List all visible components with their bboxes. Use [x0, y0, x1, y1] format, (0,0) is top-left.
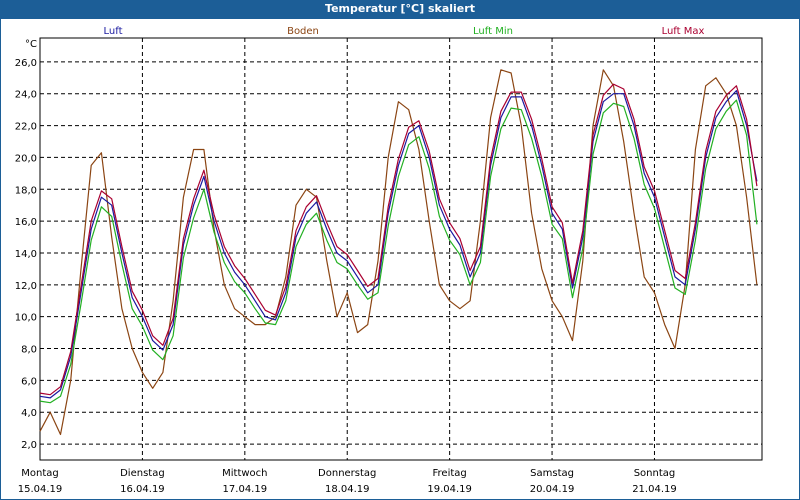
x-tick-date: 15.04.19	[18, 484, 63, 495]
y-tick-label: 12,0	[15, 281, 37, 292]
x-tick-day: Montag	[21, 468, 58, 479]
title-bar	[0, 0, 800, 19]
y-axis-unit: °C	[25, 39, 37, 50]
x-tick-date: 21.04.19	[632, 484, 677, 495]
y-tick-label: 8,0	[21, 345, 37, 356]
x-tick-date: 19.04.19	[427, 484, 472, 495]
y-tick-label: 26,0	[15, 58, 37, 69]
y-tick-label: 6,0	[21, 376, 37, 387]
x-tick-date: 17.04.19	[223, 484, 268, 495]
x-tick-day: Mittwoch	[222, 468, 267, 479]
series-line-boden	[39, 69, 758, 436]
legend-entry-luft-min: Luft Min	[473, 26, 513, 37]
x-tick-day: Donnerstag	[318, 468, 376, 479]
legend-entry-luft-max: Luft Max	[662, 26, 705, 37]
y-tick-label: 24,0	[15, 90, 37, 101]
series-line-luft	[39, 89, 758, 399]
x-tick-day: Freitag	[433, 468, 467, 479]
y-tick-label: 18,0	[15, 185, 37, 196]
x-tick-date: 16.04.19	[120, 484, 165, 495]
series-line-luft-max	[39, 83, 758, 396]
y-tick-label: 14,0	[15, 249, 37, 260]
y-tick-label: 16,0	[15, 217, 37, 228]
x-tick-day: Dienstag	[120, 468, 165, 479]
legend-entry-boden: Boden	[287, 26, 319, 37]
x-tick-day: Samstag	[530, 468, 574, 479]
y-tick-label: 2,0	[21, 440, 37, 451]
axes-layer: 2,0 4,0 6,0 8,0 10,0 12,0 14,0 16,0 18,0 20,0 22,0…	[15, 37, 763, 495]
y-tick-label: 22,0	[15, 122, 37, 133]
y-tick-label: 4,0	[21, 408, 37, 419]
legend-entry-luft: Luft	[104, 26, 123, 37]
series-layer	[39, 69, 758, 436]
grid-layer	[40, 38, 762, 460]
chart-title: Temperatur [°C] skaliert	[325, 2, 475, 15]
x-tick-date: 20.04.19	[530, 484, 575, 495]
y-tick-label: 10,0	[15, 313, 37, 324]
y-tick-label: 20,0	[15, 153, 37, 164]
series-line-luft-min	[39, 99, 758, 404]
x-tick-date: 18.04.19	[325, 484, 370, 495]
legend: Luft Boden Luft Min Luft Max	[104, 26, 705, 37]
x-tick-day: Sonntag	[634, 468, 676, 479]
plot-frame	[39, 37, 763, 461]
